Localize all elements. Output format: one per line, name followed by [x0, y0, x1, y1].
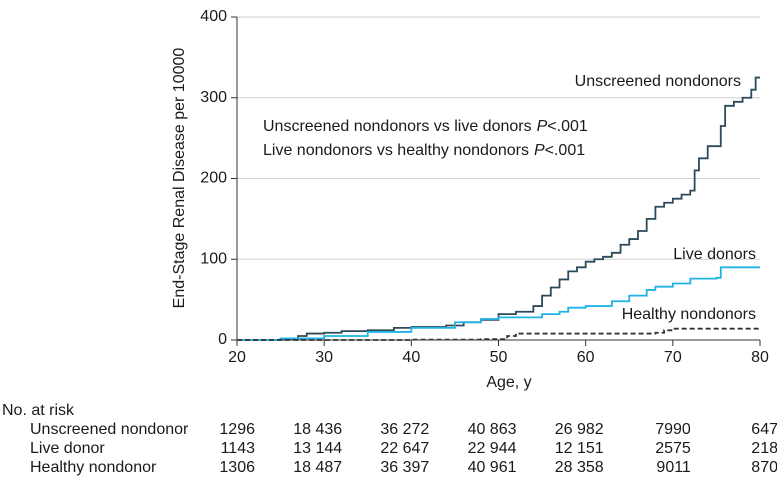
risk-count: 1296 [219, 421, 255, 438]
annotation-part: P [537, 118, 548, 135]
risk-count: 1306 [219, 459, 255, 476]
risk-count: 12 151 [555, 440, 604, 457]
y-tick-label: 200 [200, 170, 227, 187]
annotation-part: P [534, 142, 545, 159]
risk-count: 870 [751, 459, 777, 476]
series-line [237, 266, 760, 341]
risk-count: 40 961 [468, 459, 517, 476]
risk-count: 13 144 [293, 440, 342, 457]
y-tick-label: 300 [200, 89, 227, 106]
risk-count: 36 397 [380, 459, 429, 476]
annotation-part: Live nondonors vs healthy nondonors [263, 142, 529, 159]
annotation-part: Unscreened nondonors vs live donors [263, 118, 532, 135]
x-tick-label: 30 [315, 349, 333, 366]
risk-count: 40 863 [468, 421, 517, 438]
risk-count: 647 [751, 421, 777, 438]
risk-count: 28 358 [555, 459, 604, 476]
x-tick-label: 60 [577, 349, 595, 366]
series-label: Live donors [673, 246, 756, 263]
risk-row-label: Live donor [30, 440, 105, 457]
risk-count: 7990 [655, 421, 691, 438]
x-tick-label: 70 [664, 349, 682, 366]
risk-count: 2575 [655, 440, 691, 457]
y-tick-label: 100 [200, 250, 227, 267]
risk-count: 22 944 [468, 440, 517, 457]
x-tick-label: 50 [490, 349, 508, 366]
y-axis-label: End-Stage Renal Disease per 10000 [171, 48, 188, 309]
x-tick-label: 80 [751, 349, 769, 366]
risk-count: 36 272 [380, 421, 429, 438]
annotation: Unscreened nondonors vs live donors P<.00… [263, 118, 588, 135]
risk-count: 218 [751, 440, 777, 457]
y-tick-label: 400 [200, 8, 227, 25]
risk-count: 22 647 [380, 440, 429, 457]
risk-count: 18 487 [293, 459, 342, 476]
series-line [237, 76, 760, 341]
series-label: Healthy nondonors [622, 306, 756, 323]
series-label: Unscreened nondonors [575, 73, 741, 90]
annotation-part: <.001 [545, 142, 586, 159]
y-tick-label: 0 [218, 331, 227, 348]
risk-row-label: Healthy nondonor [30, 459, 157, 476]
risk-row-label: Unscreened nondonor [30, 421, 189, 438]
risk-table-title: No. at risk [2, 402, 75, 419]
risk-count: 9011 [656, 459, 691, 476]
x-axis-label: Age, y [486, 374, 531, 391]
annotation: Live nondonors vs healthy nondonors P<.00… [263, 142, 585, 159]
risk-count: 26 982 [555, 421, 604, 438]
series-line [237, 327, 760, 341]
x-tick-label: 40 [402, 349, 420, 366]
annotation-part: <.001 [547, 118, 588, 135]
risk-count: 18 436 [293, 421, 342, 438]
x-tick-label: 20 [228, 349, 246, 366]
risk-count: 1143 [221, 440, 256, 457]
